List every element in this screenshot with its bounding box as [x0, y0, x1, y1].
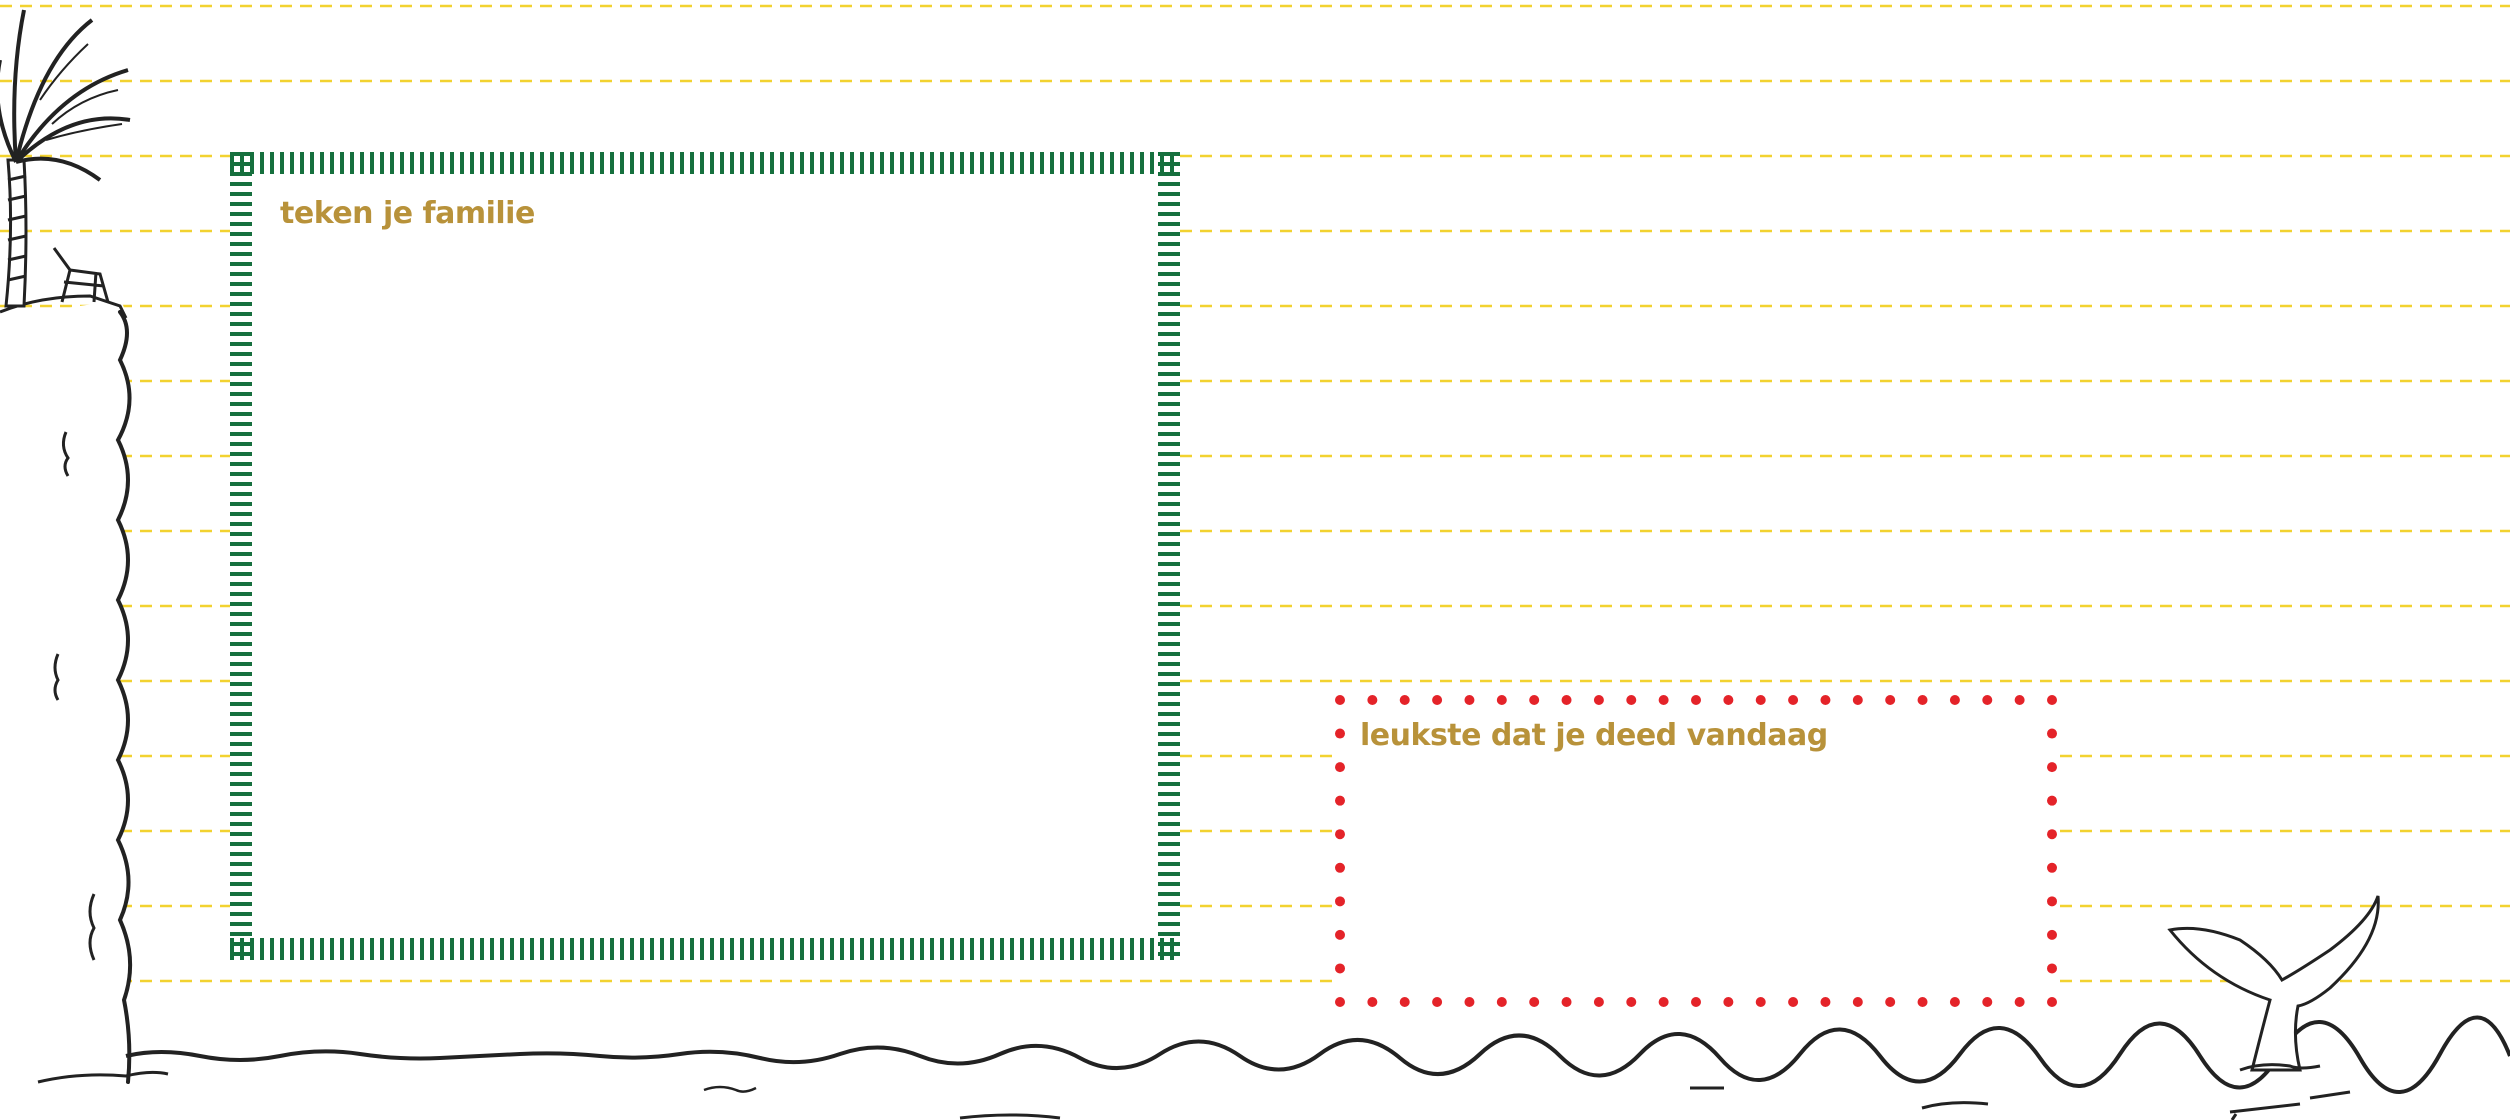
frame-dot [1691, 695, 1701, 705]
frame-dot [1464, 997, 1475, 1007]
frame-dot [1755, 695, 1766, 705]
frame-dot [1593, 997, 1604, 1007]
beach-chair-icon [52, 247, 110, 303]
frame-dot [1917, 997, 1928, 1007]
frame-dot [1755, 997, 1766, 1007]
frame-dot [1335, 963, 1345, 974]
frame-dot [2047, 896, 2057, 907]
frame-dot [1820, 695, 1831, 705]
frame-dot [2047, 762, 2057, 773]
frame-dot [1367, 997, 1378, 1007]
frame-dot [1723, 695, 1734, 705]
frame-dot [1982, 997, 1993, 1007]
frame-dot [1691, 997, 1701, 1007]
frame-dot [1335, 862, 1345, 873]
palm-tree-icon [0, 9, 131, 308]
frame-dot [1529, 695, 1540, 705]
frame-dot [1432, 695, 1443, 705]
family-frame-fill [230, 152, 1180, 960]
frame-dot [1626, 695, 1637, 705]
frame-dot [1949, 997, 1960, 1007]
frame-dot [1496, 997, 1507, 1007]
frame-dot [2047, 862, 2057, 873]
sea-waves-icon [125, 1015, 2510, 1120]
frame-dot [1432, 997, 1443, 1007]
fun-activity-frame[interactable] [1335, 695, 2057, 1007]
frame-dot [1723, 997, 1734, 1007]
frame-dot [1335, 997, 1345, 1007]
ruled-line-group [0, 4, 2510, 983]
frame-dot [1788, 997, 1799, 1007]
frame-dot [1335, 728, 1345, 739]
frame-dot [1593, 695, 1604, 705]
frame-dot [1529, 997, 1540, 1007]
frame-dot [2047, 695, 2057, 705]
frame-dot [1335, 762, 1345, 773]
frame-dot [1561, 997, 1572, 1007]
frame-dot [1335, 695, 1345, 705]
fun-frame-fill [1340, 700, 2052, 1002]
frame-dot [2047, 728, 2057, 739]
frame-dot [1626, 997, 1637, 1007]
frame-dot [1335, 929, 1345, 940]
frame-dot [2014, 997, 2025, 1007]
frame-dot [2047, 795, 2057, 806]
frame-dot [1335, 795, 1345, 806]
frame-dot [2047, 929, 2057, 940]
whale-tail-icon [2167, 895, 2380, 1072]
frame-dot [1885, 695, 1896, 705]
family-drawing-frame[interactable] [230, 152, 1180, 960]
frame-dot [1788, 695, 1799, 705]
frame-dot [1852, 997, 1863, 1007]
frame-dot [1852, 695, 1863, 705]
family-box-label: teken je familie [280, 196, 535, 231]
frame-dot [2047, 997, 2057, 1007]
frame-dot [1658, 695, 1669, 705]
frame-dot [1399, 695, 1410, 705]
frame-dot [2047, 963, 2057, 974]
frame-dot [1464, 695, 1475, 705]
frame-dot [1335, 829, 1345, 840]
frame-dot [1561, 695, 1572, 705]
frame-dot [1367, 695, 1378, 705]
frame-dot [1982, 695, 1993, 705]
frame-dot [2047, 829, 2057, 840]
frame-dot [1399, 997, 1410, 1007]
frame-dot [1949, 695, 1960, 705]
fun-box-label: leukste dat je deed vandaag [1360, 718, 1828, 753]
frame-dot [2014, 695, 2025, 705]
frame-dot [1885, 997, 1896, 1007]
frame-dot [1496, 695, 1507, 705]
frame-dot [1820, 997, 1831, 1007]
cliff-icon [0, 294, 169, 1084]
frame-dot [1658, 997, 1669, 1007]
frame-dot [1917, 695, 1928, 705]
frame-dot [1335, 896, 1345, 907]
